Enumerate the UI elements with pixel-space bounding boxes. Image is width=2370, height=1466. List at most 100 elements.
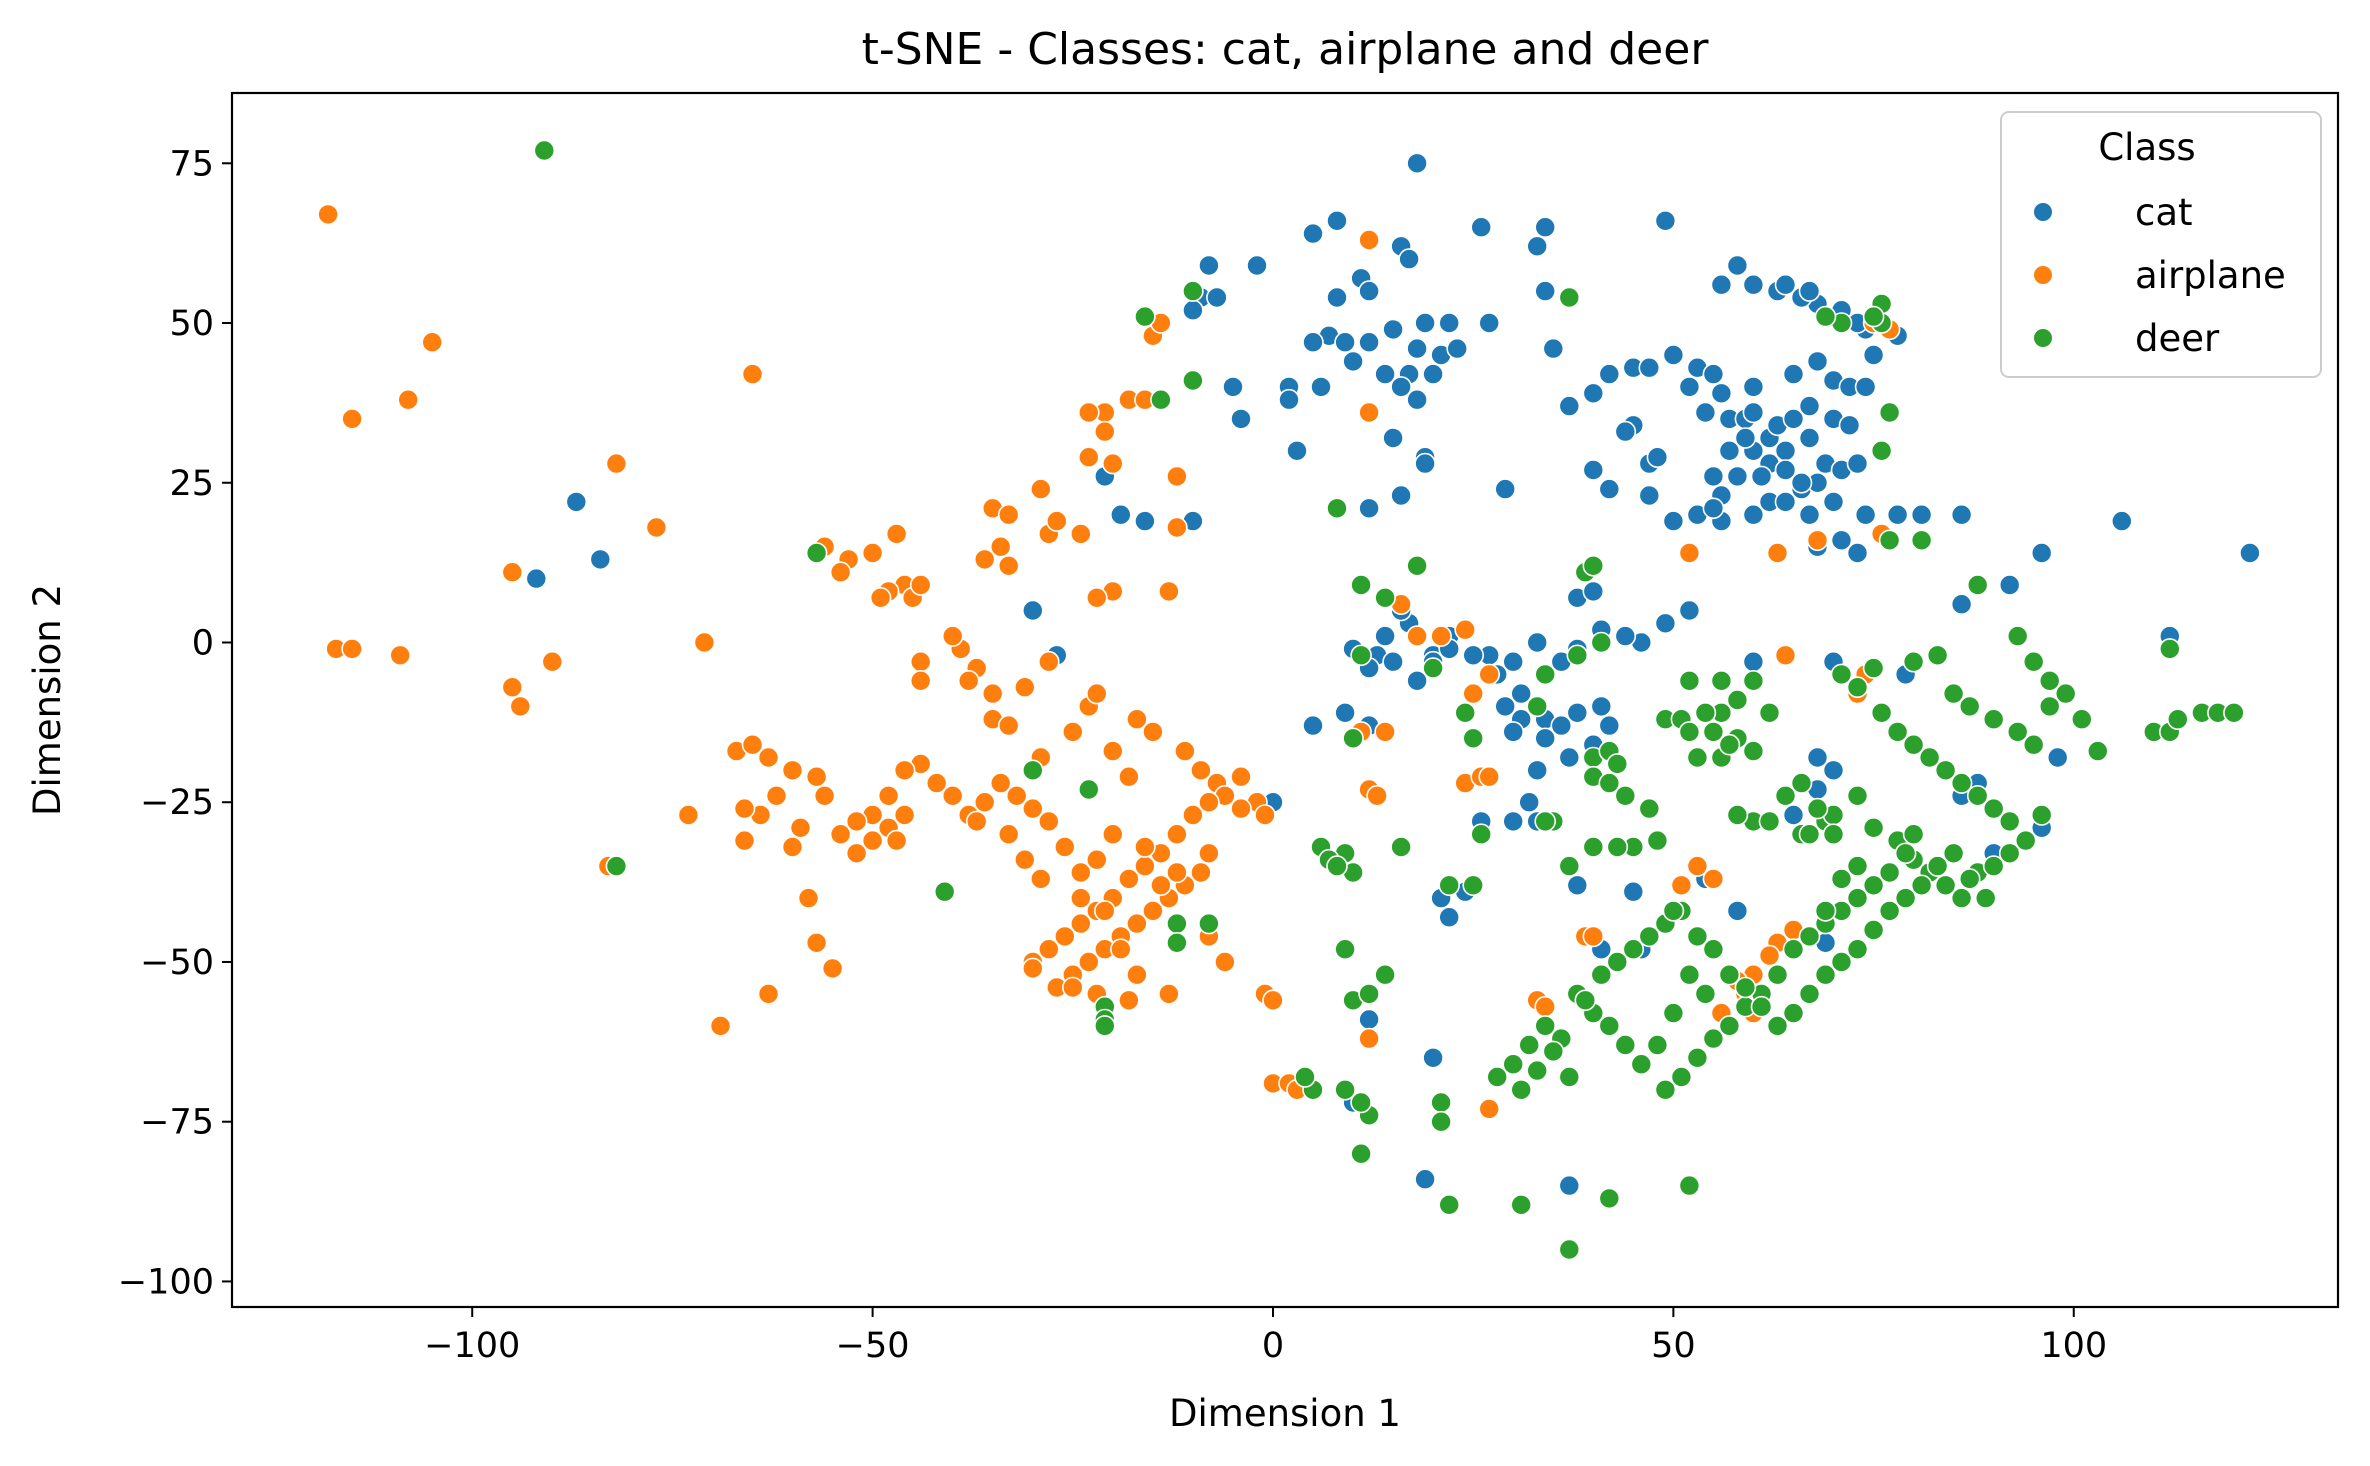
- data-point-deer: [1598, 1187, 1621, 1210]
- data-point-airplane: [1142, 721, 1164, 743]
- data-point-cat: [1502, 650, 1524, 673]
- data-point-cat: [1302, 714, 1324, 737]
- data-point-airplane: [1062, 976, 1084, 999]
- data-point-deer: [1974, 887, 1997, 909]
- data-point-cat: [1310, 376, 1332, 398]
- data-point-cat: [1246, 254, 1268, 277]
- data-point-deer: [1518, 1034, 1540, 1056]
- data-point-deer: [1766, 1015, 1789, 1037]
- data-point-cat: [1446, 337, 1468, 360]
- data-point-airplane: [1774, 644, 1797, 667]
- data-point-deer: [1982, 797, 2005, 820]
- data-point-deer: [2038, 695, 2061, 718]
- data-point-deer: [1678, 963, 1701, 986]
- data-point-cat: [2111, 510, 2133, 532]
- data-point-deer: [1622, 938, 1645, 961]
- data-point-deer: [1590, 631, 1613, 654]
- data-point-deer: [1782, 1002, 1805, 1024]
- data-point-airplane: [677, 804, 700, 826]
- data-point-deer: [1878, 529, 1901, 552]
- legend-title: Class: [2098, 126, 2195, 169]
- data-point-airplane: [1758, 944, 1781, 967]
- data-point-deer: [1198, 912, 1220, 935]
- data-point-cat: [1582, 580, 1605, 603]
- data-point-deer: [1830, 951, 1853, 973]
- data-point-cat: [1334, 701, 1356, 724]
- data-point-airplane: [341, 408, 363, 430]
- data-point-deer: [1934, 759, 1957, 782]
- data-point-deer: [1702, 1027, 1725, 1050]
- data-point-airplane: [1070, 861, 1092, 884]
- data-point-cat: [1278, 388, 1300, 411]
- data-point-airplane: [893, 759, 916, 782]
- data-point-deer: [1526, 1059, 1548, 1082]
- y-tick-label: −75: [140, 1103, 214, 1143]
- data-point-cat: [1822, 491, 1845, 513]
- data-point-airplane: [509, 695, 532, 718]
- data-point-airplane: [1014, 676, 1036, 699]
- data-point-deer: [1606, 836, 1629, 858]
- data-point-cat: [1302, 331, 1324, 354]
- data-point-airplane: [757, 746, 780, 769]
- data-point-deer: [1646, 1034, 1669, 1056]
- data-point-deer: [805, 542, 828, 564]
- data-point-cat: [1654, 612, 1677, 635]
- data-point-cat: [589, 548, 612, 571]
- data-point-airplane: [1054, 925, 1076, 948]
- data-point-deer: [1462, 727, 1484, 750]
- data-point-cat: [1694, 401, 1717, 424]
- data-point-deer: [1782, 938, 1805, 961]
- data-point-airplane: [1230, 797, 1252, 820]
- data-point-airplane: [1182, 804, 1204, 826]
- data-point-airplane: [1030, 478, 1052, 500]
- data-point-airplane: [1686, 855, 1709, 877]
- data-point-airplane: [1062, 721, 1084, 743]
- data-point-deer: [1998, 810, 2021, 833]
- data-point-cat: [1022, 599, 1044, 622]
- data-point-deer: [1862, 657, 1885, 679]
- data-point-cat: [1334, 331, 1356, 354]
- data-point-deer: [1814, 900, 1837, 922]
- data-point-airplane: [1214, 951, 1236, 973]
- data-point-airplane: [789, 816, 812, 839]
- data-point-cat: [1638, 484, 1661, 507]
- data-point-cat: [1134, 510, 1156, 532]
- data-point-cat: [1798, 280, 1821, 302]
- data-point-deer: [1350, 644, 1372, 667]
- data-point-cat: [1846, 542, 1869, 564]
- data-point-cat: [1726, 465, 1749, 488]
- y-axis-label: Dimension 2: [26, 584, 69, 816]
- data-point-deer: [1422, 657, 1444, 679]
- data-point-cat: [1742, 650, 1765, 673]
- data-point-airplane: [1582, 925, 1605, 948]
- legend-marker-cat: [2034, 203, 2052, 221]
- data-point-airplane: [893, 804, 916, 826]
- data-point-deer: [1590, 963, 1613, 986]
- legend-marker-deer: [2034, 329, 2052, 347]
- data-point-deer: [2014, 829, 2037, 852]
- data-point-cat: [1702, 363, 1725, 385]
- data-point-airplane: [1086, 848, 1108, 871]
- data-point-deer: [1886, 721, 1909, 743]
- data-point-airplane: [1005, 784, 1028, 807]
- data-point-deer: [1638, 797, 1661, 820]
- data-point-airplane: [845, 810, 868, 833]
- data-point-airplane: [1118, 765, 1140, 788]
- data-point-deer: [1614, 784, 1637, 807]
- data-point-airplane: [821, 957, 844, 980]
- data-point-airplane: [869, 586, 892, 609]
- data-point-deer: [1726, 804, 1749, 826]
- data-point-cat: [1782, 804, 1805, 826]
- data-point-cat: [1582, 459, 1605, 481]
- data-point-airplane: [1126, 912, 1148, 935]
- data-point-airplane: [941, 625, 964, 647]
- legend-box: [2000, 111, 2322, 378]
- data-point-deer: [1694, 701, 1717, 724]
- data-point-airplane: [1174, 740, 1196, 762]
- data-point-deer: [1558, 286, 1581, 309]
- data-point-airplane: [1078, 446, 1100, 469]
- data-point-deer: [1790, 772, 1813, 794]
- data-point-deer: [1862, 874, 1885, 897]
- data-point-cat: [1678, 599, 1701, 622]
